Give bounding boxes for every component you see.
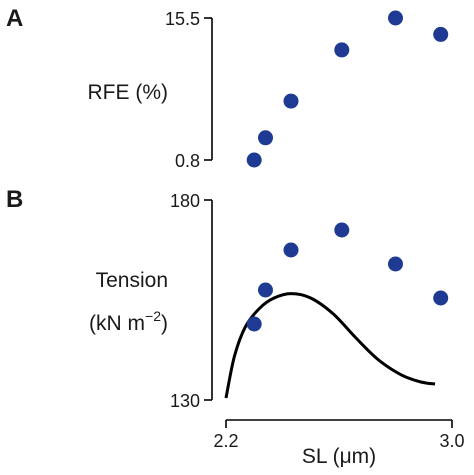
panel-b-y-axis-label-main: (kN m [89,312,145,335]
panel-b-x-axis-label: SL (μm) [302,445,376,468]
panel-a-points [246,10,449,168]
panel-b-y-tick-label-bottom: 130 [170,391,200,411]
panel-b-y-axis-label-end: ) [161,312,168,335]
panel-a-y-tick-label-bottom: 0.8 [175,151,200,171]
panel-b-point-6 [433,290,449,306]
panel-b-y-axis-label-sup: −2 [145,308,161,324]
panel-b-x-tick-label-left: 2.2 [213,431,238,451]
panel-a-y-axis-label: RFE (%) [88,81,169,104]
panel-a-point-3 [283,93,299,109]
panel-b-y-axis-label-line2: (kN m−2) [89,308,168,335]
panel-b-model-curve [224,292,436,399]
panel-b-point-1 [246,316,262,332]
panel-b: B 180 130 Tension (kN m−2) 2.2 3.0 SL (μ… [6,186,465,468]
panel-b-point-2 [258,282,273,298]
panel-b-point-4 [334,222,350,238]
panel-b-x-tick-label-right: 3.0 [439,431,464,451]
panel-b-y-axis-label-line1: Tension [96,269,168,292]
panel-b-point-3 [283,242,299,258]
panel-b-point-5 [388,256,403,272]
panel-a-letter: A [6,5,23,32]
panel-a-point-2 [258,130,273,146]
panel-a-point-6 [433,26,449,42]
panel-a-point-1 [246,152,262,168]
panel-a: A 15.5 0.8 RFE (%) [6,5,449,171]
panel-b-y-tick-label-top: 180 [170,191,200,211]
panel-b-letter: B [6,186,23,213]
panel-b-points [246,222,449,332]
panel-a-point-5 [388,10,403,26]
panel-a-point-4 [334,42,350,58]
panel-a-y-tick-label-top: 15.5 [165,9,200,29]
